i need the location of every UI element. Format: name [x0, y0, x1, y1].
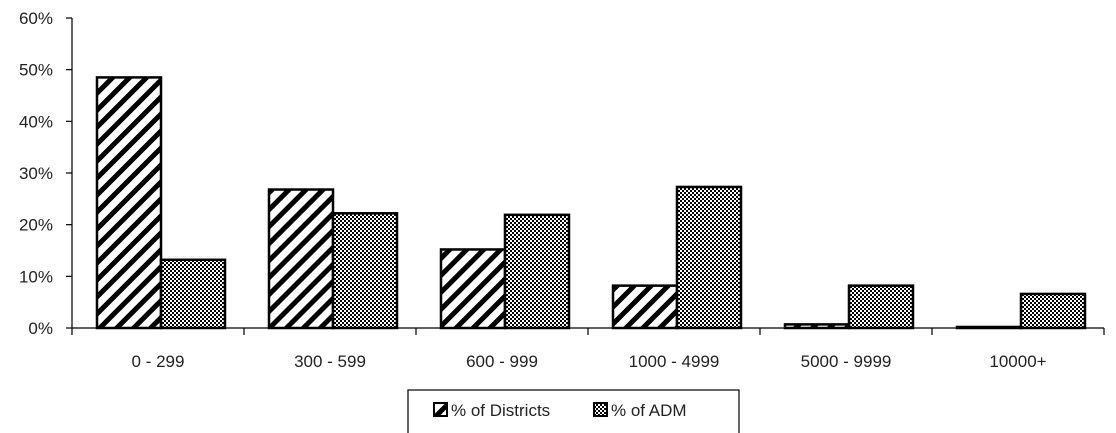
y-tick-label: 20%: [19, 216, 53, 235]
x-tick-label: 5000 - 9999: [801, 352, 892, 371]
bar-adm-3: [675, 185, 743, 330]
bar-adm-4: [847, 284, 915, 330]
legend-label-districts: % of Districts: [451, 401, 550, 420]
x-tick-label: 600 - 999: [466, 352, 538, 371]
y-tick-label: 0%: [28, 319, 53, 338]
legend-item-districts: % of Districts: [433, 401, 550, 420]
y-tick-label: 40%: [19, 112, 53, 131]
bar-districts-3: [611, 284, 679, 330]
x-tick-label: 1000 - 4999: [629, 352, 720, 371]
legend-item-adm: % of ADM: [593, 401, 687, 420]
bar-adm-1: [331, 212, 399, 330]
bar-adm-2: [503, 213, 571, 330]
y-axis: 0% 10% 20% 30% 40% 50% 60%: [19, 9, 73, 338]
bar-districts-1: [267, 188, 335, 330]
bar-adm-5: [1019, 292, 1087, 330]
legend: % of Districts % of ADM: [407, 389, 740, 433]
legend-swatch-districts: [433, 402, 448, 417]
bar-districts-2: [439, 248, 507, 330]
legend-box: [407, 389, 740, 433]
y-tick-label: 10%: [19, 267, 53, 286]
bar-adm-0: [159, 258, 227, 330]
x-tick-label: 10000+: [989, 352, 1046, 371]
x-axis: 0 - 299 300 - 599 600 - 999 1000 - 4999 5000…: [71, 327, 1105, 371]
bar-districts-0: [95, 76, 163, 330]
bar-districts-5: [955, 325, 1023, 330]
legend-swatch-adm: [593, 402, 608, 417]
y-tick-label: 50%: [19, 61, 53, 80]
y-tick-label: 60%: [19, 9, 53, 28]
x-tick-label: 0 - 299: [132, 352, 185, 371]
bars: [95, 76, 1087, 330]
y-tick-label: 30%: [19, 164, 53, 183]
x-tick-label: 300 - 599: [294, 352, 366, 371]
legend-label-adm: % of ADM: [611, 401, 687, 420]
bar-districts-4: [783, 323, 851, 330]
